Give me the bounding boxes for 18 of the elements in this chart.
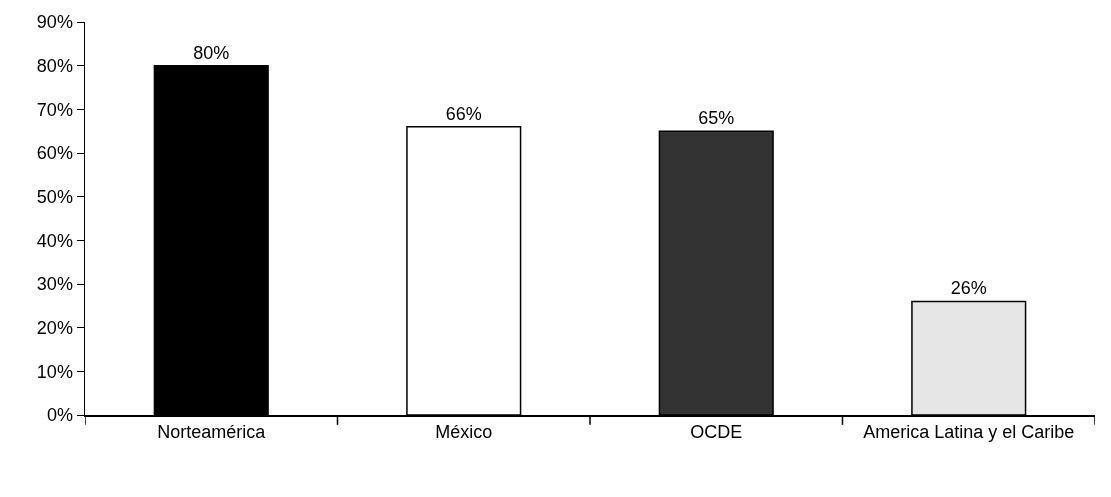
data-label: 66% [445,103,482,124]
y-tick-label: 70% [36,99,73,120]
y-tick-label: 90% [36,12,73,33]
x-tick-label: OCDE [690,422,743,443]
x-tick-label: America Latina y el Caribe [863,422,1075,443]
y-tick-label: 60% [36,143,73,164]
x-tick-label: México [435,422,493,443]
y-tick-label: 40% [36,230,73,251]
y-tick-label: 80% [36,55,73,76]
data-label: 26% [950,278,987,299]
data-label: 65% [698,108,735,129]
y-tick-label: 30% [36,274,73,295]
y-tick-label: 0% [46,405,73,426]
y-tick-label: 50% [36,186,73,207]
y-tick-label: 10% [36,361,73,382]
y-tick-label: 20% [36,317,73,338]
x-tick-label: Norteamérica [157,422,267,443]
data-label: 80% [193,42,230,63]
